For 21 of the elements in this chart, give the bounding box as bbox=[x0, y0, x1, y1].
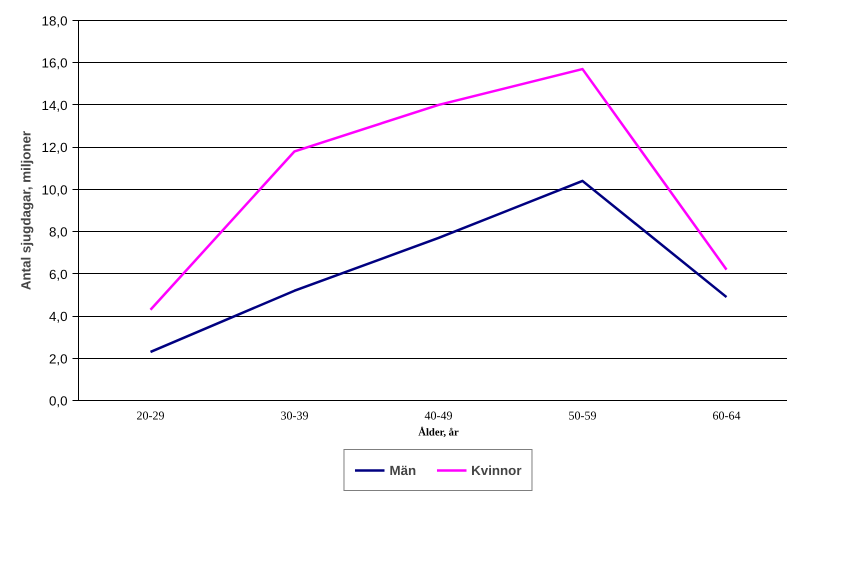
y-tick-label: 12,0 bbox=[42, 140, 68, 156]
legend-label: Kvinnor bbox=[471, 462, 522, 478]
y-tick-label: 0,0 bbox=[48, 394, 68, 408]
y-tick-label: 16,0 bbox=[42, 56, 68, 71]
x-tick-label: 20-29 bbox=[136, 408, 164, 422]
x-axis-title: Ålder, år bbox=[418, 426, 459, 438]
y-axis-title: Antal sjugdagar, miljoner bbox=[18, 130, 34, 290]
line-series bbox=[149, 180, 728, 354]
legend-label: Män bbox=[389, 462, 416, 478]
y-tick-label: 14,0 bbox=[42, 98, 68, 113]
line-series bbox=[149, 68, 728, 311]
x-tick-label: 50-59 bbox=[568, 408, 596, 422]
y-tick-label: 8,0 bbox=[48, 224, 68, 240]
x-tick-label: 60-64 bbox=[712, 408, 740, 422]
y-tick-label: 18,0 bbox=[42, 14, 68, 28]
y-tick-label: 6,0 bbox=[48, 266, 68, 282]
y-tick-label: 4,0 bbox=[48, 309, 68, 324]
y-tick-label: 2,0 bbox=[48, 351, 68, 366]
x-tick-label: 30-39 bbox=[280, 408, 308, 422]
x-tick-label: 40-49 bbox=[424, 408, 452, 422]
y-tick-label: 10,0 bbox=[42, 182, 68, 198]
